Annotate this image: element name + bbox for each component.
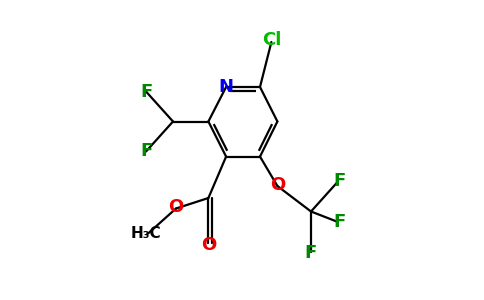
- Text: H₃C: H₃C: [131, 226, 161, 242]
- Text: F: F: [333, 172, 346, 190]
- Text: F: F: [305, 244, 317, 262]
- Text: N: N: [219, 78, 234, 96]
- Text: O: O: [168, 198, 183, 216]
- Text: Cl: Cl: [262, 31, 281, 49]
- Text: O: O: [201, 236, 217, 253]
- Text: F: F: [140, 142, 152, 160]
- Text: F: F: [140, 82, 152, 100]
- Text: O: O: [270, 176, 285, 194]
- Text: F: F: [333, 213, 346, 231]
